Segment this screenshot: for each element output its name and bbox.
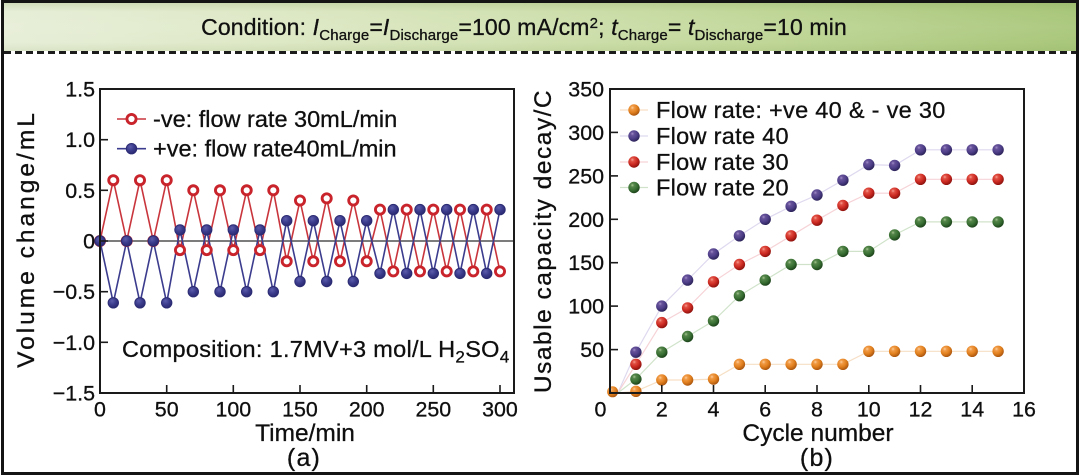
svg-text:Volume change/mL: Volume change/mL — [13, 110, 40, 368]
svg-text:Usable capacity decay/C: Usable capacity decay/C — [530, 89, 557, 393]
svg-text:Flow rate 20: Flow rate 20 — [656, 175, 789, 201]
svg-text:Flow rate: +ve 40 & - ve 30: Flow rate: +ve 40 & - ve 30 — [656, 97, 946, 123]
svg-text:300: 300 — [482, 398, 518, 422]
svg-text:50: 50 — [580, 338, 604, 362]
svg-text:50: 50 — [155, 398, 179, 422]
svg-text:4: 4 — [708, 398, 720, 422]
svg-text:16: 16 — [1012, 398, 1036, 422]
svg-text:200: 200 — [349, 398, 385, 422]
svg-text:200: 200 — [568, 208, 604, 232]
svg-text:1.0: 1.0 — [65, 128, 95, 152]
svg-text:100: 100 — [215, 398, 251, 422]
svg-text:−1.0: −1.0 — [53, 331, 95, 355]
svg-text:0: 0 — [94, 398, 106, 422]
svg-text:Time/min: Time/min — [255, 420, 355, 447]
svg-text:250: 250 — [415, 398, 451, 422]
svg-text:10: 10 — [857, 398, 881, 422]
svg-text:+ve: flow rate40mL/min: +ve: flow rate40mL/min — [153, 136, 397, 162]
svg-text:0: 0 — [83, 230, 95, 254]
svg-text:150: 150 — [282, 398, 318, 422]
svg-text:100: 100 — [568, 295, 604, 319]
svg-text:0.5: 0.5 — [65, 179, 95, 203]
svg-text:Flow rate 30: Flow rate 30 — [656, 149, 789, 175]
svg-text:6: 6 — [759, 398, 771, 422]
svg-text:300: 300 — [568, 121, 604, 145]
svg-text:-ve: flow rate 30mL/min: -ve: flow rate 30mL/min — [153, 106, 397, 132]
svg-text:350: 350 — [568, 78, 604, 102]
svg-text:−1.5: −1.5 — [53, 382, 95, 406]
svg-text:150: 150 — [568, 251, 604, 275]
svg-text:8: 8 — [811, 398, 823, 422]
svg-text:(b): (b) — [800, 444, 834, 472]
svg-text:2: 2 — [656, 398, 668, 422]
svg-text:12: 12 — [909, 398, 933, 422]
svg-text:1.5: 1.5 — [65, 78, 95, 102]
svg-text:14: 14 — [960, 398, 984, 422]
svg-text:0: 0 — [595, 398, 607, 422]
svg-text:Flow rate 40: Flow rate 40 — [656, 123, 789, 149]
svg-text:(a): (a) — [287, 444, 321, 472]
svg-text:Composition: 1.7MV+3 mol/L H2S: Composition: 1.7MV+3 mol/L H2SO4 — [122, 336, 510, 367]
svg-text:Cycle number: Cycle number — [742, 420, 893, 447]
svg-text:−0.5: −0.5 — [53, 280, 95, 304]
svg-text:250: 250 — [568, 164, 604, 188]
